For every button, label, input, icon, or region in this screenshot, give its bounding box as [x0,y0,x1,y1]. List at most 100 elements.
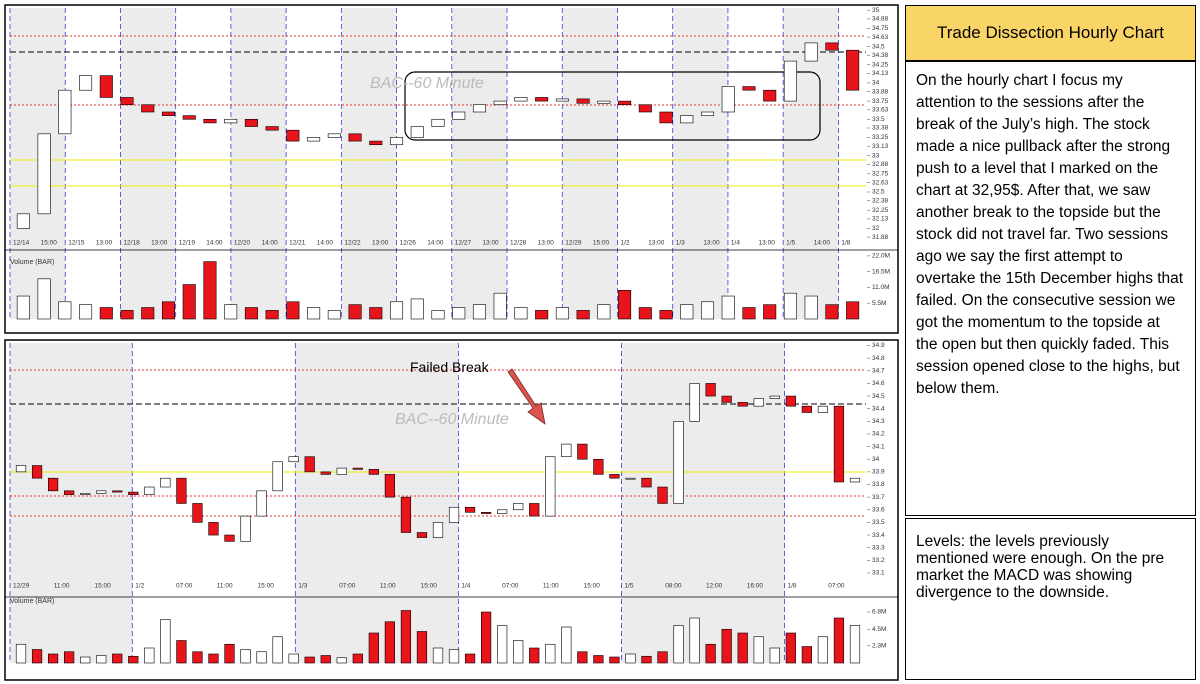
candle [203,118,217,124]
candle [368,469,379,475]
candle [705,383,716,397]
x-tick-label: 08:00 [665,583,682,590]
x-tick-label: 07:00 [176,583,193,590]
y-tick-label: 31.88 [872,234,889,241]
x-tick-label: 14:00 [262,240,279,247]
candle [79,75,93,91]
volume-bar [680,304,694,320]
y-tick-label: 32.63 [872,179,889,186]
x-tick-label: 12/18 [123,240,140,247]
x-tick-label: 1/5 [624,583,633,590]
y-tick-label: 33.9 [872,469,885,476]
candle [846,49,860,91]
volume-bar [785,632,796,664]
volume-bar [497,625,508,664]
volume-bar [673,625,684,664]
session-shade [295,343,459,663]
candle [452,111,466,120]
x-tick-label: 1/3 [298,583,307,590]
y-tick-label: 34.2 [872,431,885,438]
candle [336,467,347,475]
y-tick-label: 32.38 [872,197,889,204]
y-tick-label: 33.75 [872,98,889,105]
x-tick-label: 11:00 [217,583,233,590]
candle [320,471,331,475]
volume-bar [16,295,30,320]
range-box [404,71,821,141]
y-tick-label: 34.7 [872,368,885,375]
candle [464,506,476,513]
candle [352,467,363,470]
volume-bar [352,653,363,664]
volume-bar [448,649,460,664]
x-tick-label: 15:00 [258,583,275,590]
candle [15,465,27,473]
candle [801,405,812,413]
volume-bar [244,307,258,320]
x-tick-label: 16:00 [747,583,764,590]
candle [529,503,540,517]
volume-bar [817,636,829,664]
volume-bar [753,636,764,664]
volume-label: Volume (BAR) [10,259,54,266]
volume-bar [609,656,620,664]
x-tick-label: 1/2 [135,583,144,590]
x-tick-label: 12/29 [565,240,582,247]
candle [804,42,818,62]
volume-bar [638,307,652,320]
candle [769,395,780,399]
session-shade [621,343,785,663]
candle [327,133,341,138]
y-tick-label: 33.88 [872,88,889,95]
candle [833,405,845,483]
volume-bar [804,295,818,320]
session-shade [230,8,287,319]
candle [369,140,383,146]
session-shade [451,8,508,319]
volume-bar [593,655,604,664]
volume-bar [555,307,569,320]
candle [224,534,235,542]
candle [400,496,412,533]
y-tick-label: 33.38 [872,125,889,132]
y-tick-label: 34.38 [872,52,889,59]
volume-bar [452,307,466,320]
y-tick-label: 33.7 [872,494,885,501]
candle [825,42,839,51]
volume-bar [288,653,299,664]
candle [513,503,524,511]
x-tick-label: 15:00 [95,583,112,590]
volume-bar [390,301,404,320]
volume-bar [846,301,860,320]
y-tick-label: 33.13 [872,143,889,150]
candle [597,100,611,104]
commentary-box: On the hourly chart I focus my attention… [905,61,1196,516]
volume-bar [561,626,572,664]
candle [497,509,508,514]
volume-bar [769,647,780,664]
candle [141,104,155,113]
volume-bar [304,656,315,664]
candle [609,474,620,479]
volume-bar [272,636,283,664]
volume-bar [120,310,134,320]
y-tick-label: 33 [872,152,880,159]
y-tick-label: 34.3 [872,418,885,425]
candle [31,465,43,479]
volume-bar [384,621,395,664]
x-tick-label: 12/27 [455,240,472,247]
candle [545,456,556,517]
charts-area: 12/14 15:00 12/15 13:00 12/18 13:00 12/19 14:00… [4,4,899,681]
y-tick-label: 33.25 [872,134,889,141]
volume-bar [514,307,528,320]
candle [535,97,549,102]
volume-bar [742,307,756,320]
y-tick-label: 34.63 [872,34,889,41]
volume-bar [160,619,171,664]
levels-text: Levels: the levels previously mentioned … [916,533,1165,601]
candle [576,98,590,104]
volume-bar [256,651,267,664]
volume-bar [192,651,203,664]
volume-bar [783,292,797,320]
y-tick-label: 33.6 [872,506,885,513]
